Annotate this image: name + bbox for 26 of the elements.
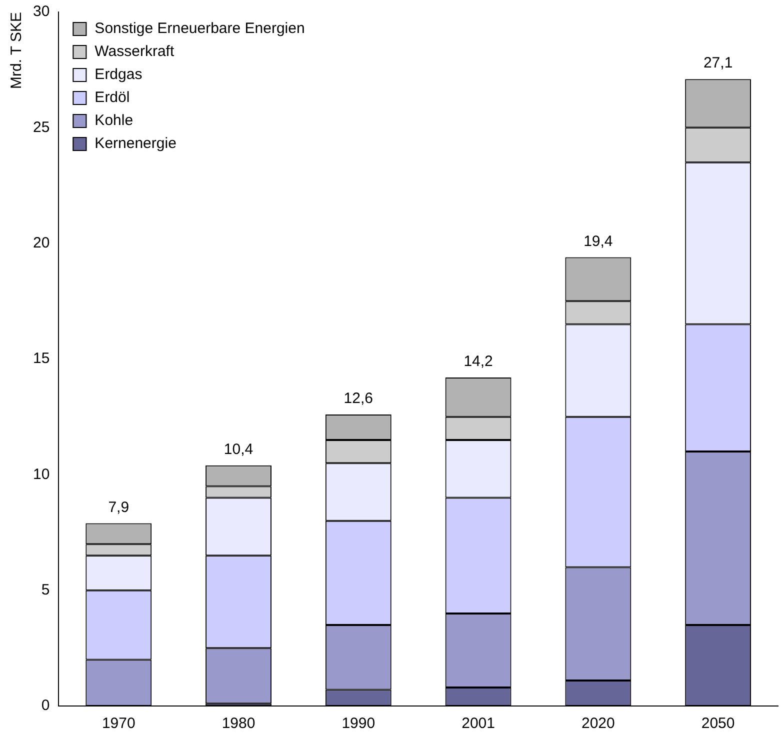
total-label: 12,6 xyxy=(344,390,373,408)
total-label: 7,9 xyxy=(108,498,130,516)
x-tick-label: 2001 xyxy=(462,715,495,732)
x-tick-label: 1980 xyxy=(222,715,256,732)
legend-label: Erdöl xyxy=(94,89,130,106)
y-tick-label: 30 xyxy=(32,3,50,20)
y-tick-label: 0 xyxy=(41,697,50,714)
y-tick-label: 15 xyxy=(32,350,50,368)
y-tick-label: 10 xyxy=(32,466,50,483)
legend-label: Kohle xyxy=(94,112,134,130)
y-tick-label: 5 xyxy=(41,581,50,598)
legend-label: Erdgas xyxy=(94,66,142,84)
legend-label: Sonstige Erneuerbare Energien xyxy=(94,20,305,38)
legend-label: Wasserkraft xyxy=(94,43,175,60)
total-label: 10,4 xyxy=(224,441,254,458)
y-tick-label: 20 xyxy=(32,234,50,252)
y-tick-label: 25 xyxy=(32,118,50,136)
legend-label: Kernenergie xyxy=(94,135,176,152)
total-label: 14,2 xyxy=(464,353,493,370)
x-tick-label: 2020 xyxy=(581,715,615,732)
x-tick-label: 2050 xyxy=(701,715,735,732)
x-tick-label: 1990 xyxy=(342,715,376,732)
x-tick-label: 1970 xyxy=(102,715,136,732)
y-axis-title: Mrd. T SKE xyxy=(8,12,26,89)
total-label: 19,4 xyxy=(584,232,613,250)
total-label: 27,1 xyxy=(703,54,733,72)
